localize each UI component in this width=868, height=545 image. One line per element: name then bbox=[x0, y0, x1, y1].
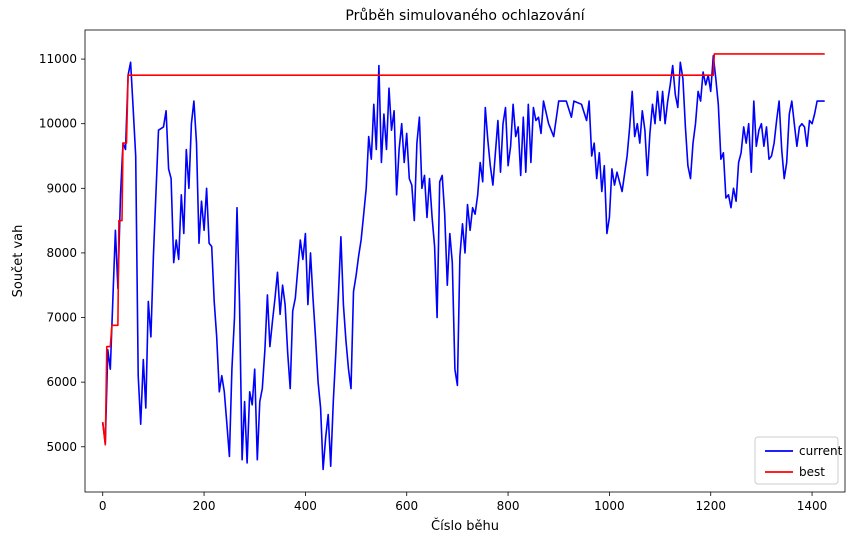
series-line-current bbox=[101, 55, 825, 471]
plot-background bbox=[85, 30, 845, 492]
y-tick-label: 5000 bbox=[46, 440, 77, 454]
plot-area bbox=[84, 29, 846, 493]
x-tick-label: 1200 bbox=[695, 499, 726, 513]
legend-label-best: best bbox=[799, 465, 825, 479]
y-tick-label: 8000 bbox=[46, 246, 77, 260]
x-tick-label: 1000 bbox=[594, 499, 625, 513]
x-tick-label: 0 bbox=[99, 499, 107, 513]
y-axis: 5000 6000 7000 8000 9000 10000 11000 bbox=[39, 52, 85, 454]
y-axis-label: Součet vah bbox=[11, 225, 26, 298]
y-tick-label: 6000 bbox=[46, 375, 77, 389]
x-axis: 0 200 400 600 800 1000 1200 1400 bbox=[99, 492, 827, 513]
x-tick-label: 800 bbox=[497, 499, 520, 513]
x-tick-label: 600 bbox=[395, 499, 418, 513]
y-tick-label: 11000 bbox=[39, 52, 77, 66]
x-tick-label: 200 bbox=[193, 499, 216, 513]
y-tick-label: 7000 bbox=[46, 311, 77, 325]
series-line-best bbox=[101, 53, 825, 446]
x-tick-label: 400 bbox=[294, 499, 317, 513]
x-tick-label: 1400 bbox=[797, 499, 828, 513]
y-tick-label: 10000 bbox=[39, 117, 77, 131]
x-axis-label: Číslo běhu bbox=[431, 518, 499, 534]
chart-title: Průběh simulovaného ochlazování bbox=[345, 8, 585, 24]
legend-label-current: current bbox=[799, 444, 843, 458]
series-layer bbox=[101, 53, 825, 471]
plot-frame bbox=[84, 29, 846, 493]
legend: current best bbox=[754, 436, 843, 485]
y-tick-label: 9000 bbox=[46, 181, 77, 195]
